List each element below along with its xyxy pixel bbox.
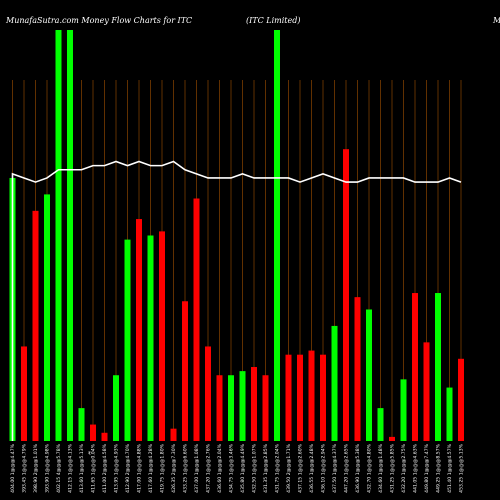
x-tick-label: 431.25 1@@@5.85% — [390, 443, 396, 492]
x-tick-label: 451.40 1@@@4.57% — [447, 443, 453, 492]
x-tick-label: 436.55 1@@@2.48% — [309, 443, 315, 492]
bar-4 — [44, 194, 50, 441]
bar-12 — [136, 219, 142, 441]
x-tick-label: 436.60 1@@@2.04% — [217, 443, 223, 492]
tick-labels: 404.00 1@@@4.47% 393.45 1@@@4.79% 398.90 2… — [10, 443, 465, 492]
bar-24 — [274, 30, 280, 441]
bar-3 — [32, 210, 39, 441]
x-tick-label: 432.20 1@@@2.75% — [401, 443, 407, 492]
x-tick-label: 437.00 1@@@1.08% — [194, 443, 200, 492]
x-tick-label: 437.20 1@@@2.76% — [206, 443, 212, 492]
bar-13 — [147, 235, 154, 441]
bar-39 — [446, 387, 453, 441]
x-tick-label: 431.35 1@@@2.85% — [263, 443, 269, 492]
bar-34 — [389, 436, 395, 441]
bar-14 — [159, 231, 165, 441]
bar-21 — [239, 371, 246, 441]
bar-38 — [435, 293, 441, 441]
x-tick-label: 447.20 1@@@2.65% — [344, 443, 350, 492]
x-tick-label: 436.90 1@@@5.38% — [355, 443, 361, 492]
x-tick-label: 433.25 1@@@6.60% — [183, 443, 189, 492]
bar-15 — [170, 428, 177, 441]
x-tick-label: 449.80 1@@@7.47% — [424, 443, 430, 492]
x-tick-label: 393.45 1@@@4.79% — [22, 443, 28, 492]
x-tick-label: 453.25 1@@@5.13% — [459, 443, 465, 492]
chart-title-left: MunafaSutra.com Money Flow Charts for IT… — [5, 16, 192, 25]
bar-36 — [412, 293, 418, 441]
bar-35 — [400, 379, 407, 441]
x-tick-label: 441.05 1@@@4.63% — [413, 443, 419, 492]
bar-28 — [320, 354, 326, 441]
bar-33 — [377, 408, 384, 441]
bar-16 — [182, 301, 188, 441]
x-tick-label: 398.90 2@@@1.01% — [33, 443, 39, 492]
bar-5 — [55, 30, 62, 441]
x-tick-label: 411.65 1@@@0.04% — [91, 443, 97, 492]
bars-group — [9, 30, 464, 441]
bar-2 — [21, 346, 27, 441]
bar-40 — [458, 358, 464, 441]
bar-18 — [205, 346, 211, 441]
bar-19 — [216, 375, 223, 441]
x-tick-label: 393.90 1@@@4.98% — [45, 443, 51, 492]
bar-26 — [297, 354, 303, 441]
bar-31 — [354, 297, 361, 441]
bar-29 — [331, 325, 338, 441]
x-tick-label: 404.00 1@@@4.47% — [10, 443, 16, 492]
money-flow-line — [11, 160, 462, 441]
x-tick-label: 411.00 2@@@4.58% — [102, 443, 108, 492]
x-tick-label: 432.70 1@@@4.80% — [367, 443, 373, 492]
currency-label: ₹ — [88, 451, 91, 457]
x-tick-label: 417.60 1@@@4.28% — [148, 443, 154, 492]
bar-27 — [308, 350, 315, 441]
chart-title-mid: (ITC Limited) — [246, 16, 301, 25]
x-tick-label: 434.75 1@@@3.46% — [229, 443, 235, 492]
x-tick-label: 413.95 1@@@4.93% — [114, 443, 120, 492]
bar-25 — [285, 354, 292, 441]
bar-6 — [67, 30, 73, 441]
x-tick-label: 432.50 1@@@1.07% — [252, 443, 258, 492]
x-tick-label: 437.15 1@@@2.60% — [298, 443, 304, 492]
bar-22 — [251, 367, 257, 441]
bar-30 — [343, 149, 349, 441]
bar-7 — [78, 408, 85, 441]
x-tick-label: 412.90 2@@@4.70% — [125, 443, 131, 492]
bar-10 — [113, 375, 119, 441]
x-tick-label: 449.25 1@@@8.57% — [436, 443, 442, 492]
x-tick-label: 431.75 1@@@2.04% — [275, 443, 281, 492]
x-tick-label: 402.15 4@@@5.78% — [56, 443, 62, 492]
x-tick-label: 417.00 1@@@4.88% — [137, 443, 143, 492]
x-tick-label: 412.15 1@@@4.13% — [68, 443, 74, 492]
x-tick-label: 435.80 1@@@4.49% — [240, 443, 246, 492]
x-tick-label: 419.75 1@@@1.80% — [160, 443, 166, 492]
bar-8 — [90, 424, 96, 441]
x-tick-label: 439.50 2@@@1.71% — [286, 443, 292, 492]
money-flow-line-layer — [11, 160, 462, 441]
bar-17 — [193, 198, 200, 441]
x-tick-label: 434.60 1@@@1.48% — [378, 443, 384, 492]
chart-title-right: M — [492, 16, 500, 25]
x-tick-label: 436.10 1@@@2.94% — [321, 443, 327, 492]
bar-23 — [262, 375, 269, 441]
bar-37 — [423, 342, 430, 441]
bar-32 — [366, 309, 372, 441]
bar-9 — [101, 432, 108, 441]
bar-20 — [228, 375, 234, 441]
x-tick-label: 426.35 2@@@7.30% — [171, 443, 177, 492]
x-tick-label: 437.50 1@@@4.37% — [332, 443, 338, 492]
bar-11 — [124, 239, 131, 441]
x-tick-label: 413.60 1@@@5.13% — [79, 443, 85, 492]
